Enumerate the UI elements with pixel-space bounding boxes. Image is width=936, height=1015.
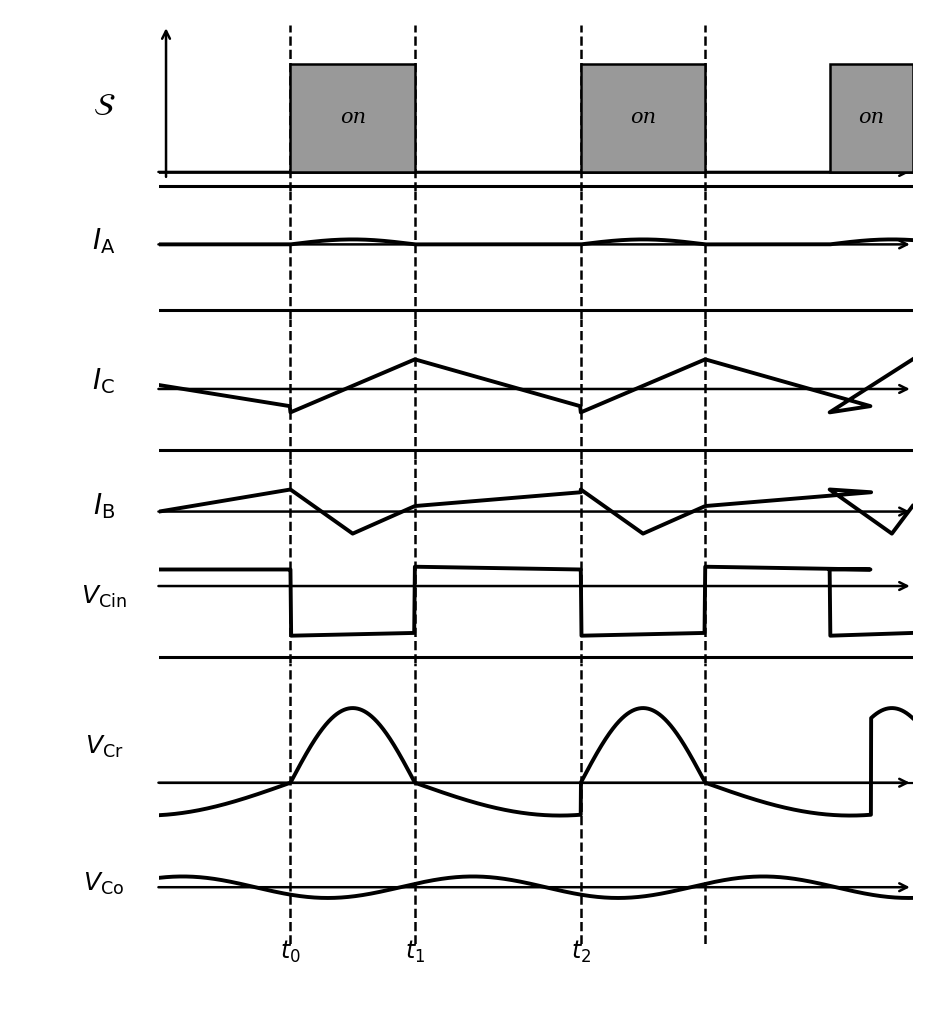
Bar [829, 64, 913, 172]
Text: $I_\mathrm{A}$: $I_\mathrm{A}$ [92, 226, 115, 256]
Text: on: on [630, 109, 656, 128]
Text: $t_1$: $t_1$ [404, 939, 425, 965]
Text: $I_\mathrm{B}$: $I_\mathrm{B}$ [93, 491, 115, 521]
Text: $V_\mathrm{Co}$: $V_\mathrm{Co}$ [83, 871, 124, 897]
Text: on: on [340, 109, 366, 128]
Bar [581, 64, 705, 172]
Text: $\mathcal{S}$: $\mathcal{S}$ [93, 91, 115, 122]
Text: $I_\mathrm{C}$: $I_\mathrm{C}$ [93, 366, 115, 396]
Text: $t_2$: $t_2$ [571, 939, 591, 965]
Bar [290, 64, 415, 172]
Text: on: on [858, 109, 885, 128]
Text: $t_0$: $t_0$ [280, 939, 300, 965]
Text: $V_\mathrm{Cr}$: $V_\mathrm{Cr}$ [84, 734, 124, 760]
Text: $V_\mathrm{Cin}$: $V_\mathrm{Cin}$ [80, 584, 126, 610]
